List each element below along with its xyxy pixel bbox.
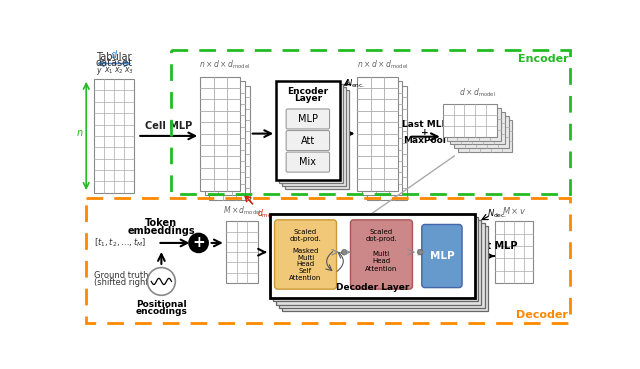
Bar [285,90,349,189]
Bar [447,108,501,141]
Text: Token: Token [145,218,177,228]
Text: $N_{\mathrm{enc.}}$: $N_{\mathrm{enc.}}$ [345,77,365,90]
Text: MaxPool: MaxPool [403,136,446,145]
Text: +: + [421,128,429,137]
Text: $n$: $n$ [76,128,84,138]
Text: dataset: dataset [95,58,132,68]
Bar [270,214,476,299]
Text: Multi: Multi [297,255,314,261]
Bar [282,87,346,186]
Bar [367,86,407,200]
Text: encodings: encodings [136,307,188,316]
Text: Encoder: Encoder [287,87,328,96]
Circle shape [342,249,347,255]
FancyBboxPatch shape [286,131,330,151]
Bar [205,81,245,195]
Text: $n \times d \times d_{\mathrm{model}}$: $n \times d \times d_{\mathrm{model}}$ [199,58,251,71]
FancyBboxPatch shape [286,109,330,129]
Bar [443,104,497,137]
Text: $x_1$: $x_1$ [104,66,114,76]
Text: Scaled: Scaled [370,229,393,235]
FancyBboxPatch shape [286,152,330,172]
Bar [276,220,481,304]
Text: MLP: MLP [429,251,454,261]
Text: Ground truth: Ground truth [94,271,148,280]
Bar [458,120,513,152]
Text: embeddings: embeddings [127,225,195,236]
Text: Tabular: Tabular [97,52,132,62]
Text: Masked: Masked [292,248,319,254]
Bar [358,77,397,190]
Text: (shifted right): (shifted right) [94,279,152,287]
Text: $M \times v$: $M \times v$ [502,205,526,215]
Text: MLP: MLP [298,114,318,124]
Text: Cell MLP: Cell MLP [145,121,193,131]
Text: $n \times d \times d_{\mathrm{model}}$: $n \times d \times d_{\mathrm{model}}$ [356,58,408,71]
Bar [226,221,259,283]
Text: Attention: Attention [289,275,322,281]
Bar [451,112,505,144]
Bar [279,223,484,308]
Text: Decoder Layer: Decoder Layer [336,283,409,292]
Circle shape [417,249,423,255]
Bar [273,217,478,301]
Text: Self: Self [299,268,312,275]
Text: Scaled: Scaled [294,229,317,235]
Text: $x_3$: $x_3$ [124,66,134,76]
FancyBboxPatch shape [351,220,412,289]
Text: dot-prod.: dot-prod. [365,236,397,242]
Circle shape [189,234,208,252]
Text: Last MLP: Last MLP [468,241,517,251]
Text: Head: Head [296,262,315,268]
Bar [94,79,134,193]
Text: Att: Att [301,135,315,145]
FancyBboxPatch shape [275,220,337,289]
Text: $M \times d_{\mathrm{model}}$: $M \times d_{\mathrm{model}}$ [223,205,262,217]
Bar [86,198,570,323]
Text: Multi: Multi [373,251,390,257]
Text: +: + [192,235,205,251]
Text: $[t_1, t_2, \ldots, t_M]$: $[t_1, t_2, \ldots, t_M]$ [94,237,146,249]
Circle shape [147,268,175,295]
Text: Mix: Mix [300,157,316,167]
Text: $N_{\mathrm{dec.}}$: $N_{\mathrm{dec.}}$ [487,207,507,220]
Bar [282,226,488,311]
Bar [172,51,570,194]
Bar [362,81,403,195]
Text: $d_{\mathrm{model}}$: $d_{\mathrm{model}}$ [257,207,280,220]
Bar [200,77,241,190]
Bar [276,81,340,180]
Text: dot-prod.: dot-prod. [289,236,321,242]
Text: Attention: Attention [365,266,397,272]
Text: Head: Head [372,258,390,265]
FancyBboxPatch shape [422,224,462,287]
Text: Decoder: Decoder [516,310,568,320]
Bar [279,85,343,183]
Text: Last MLP: Last MLP [402,120,448,130]
Text: $y$: $y$ [95,66,102,77]
Text: $x_2$: $x_2$ [115,66,124,76]
Bar [209,86,250,200]
Text: Layer: Layer [294,94,322,103]
Bar [454,116,509,148]
Text: Encoder: Encoder [518,54,568,63]
Text: Positional: Positional [136,300,187,309]
Text: $d$: $d$ [110,48,118,60]
Text: $d \times d_{\mathrm{model}}$: $d \times d_{\mathrm{model}}$ [459,86,496,99]
Bar [495,221,533,283]
